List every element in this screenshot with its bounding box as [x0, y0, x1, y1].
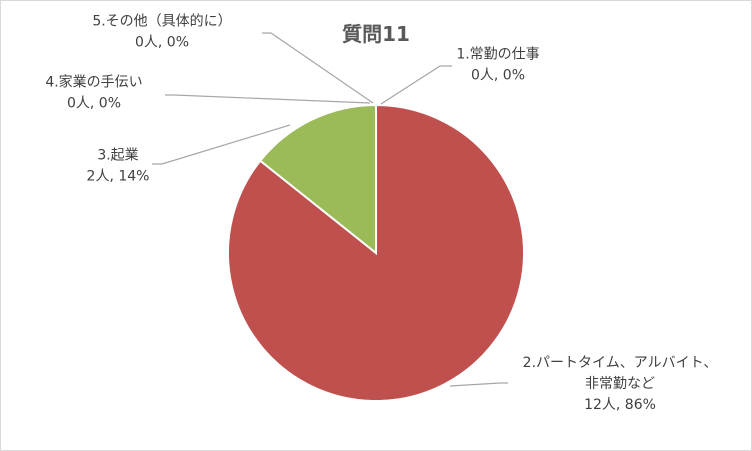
leader-line [380, 65, 452, 105]
leader-lines [152, 32, 508, 387]
data-label-line: 非常勤など [585, 376, 655, 392]
data-label-line: 12人, 86% [584, 397, 656, 413]
data-label-line: 5.その他（具体的に） [92, 14, 231, 30]
data-label-line: 0人, 0% [67, 96, 121, 112]
data-label-line: 2.パートタイム、アルバイト、 [523, 355, 718, 371]
data-label: 2.パートタイム、アルバイト、非常勤など 12人, 86% [523, 355, 718, 413]
data-label-line: 2人, 14% [87, 169, 150, 185]
leader-line [165, 94, 371, 104]
data-labels: 1.常勤の仕事 0人, 0% 2.パートタイム、アルバイト、非常勤など 12人, 86… [45, 14, 717, 414]
data-label-line: 1.常勤の仕事 [456, 47, 539, 63]
data-label-line: 3.起業 [97, 148, 138, 164]
leader-line [262, 32, 374, 104]
data-label-line: 0人, 0% [135, 35, 189, 51]
data-label-line: 0人, 0% [471, 68, 525, 84]
pie-slice [258, 103, 377, 256]
data-label: 5.その他（具体的に） 0人, 0% [92, 14, 231, 51]
leader-line [449, 382, 508, 387]
data-label: 3.起業 2人, 14% [87, 148, 150, 185]
data-label-line: 4.家業の手伝い [45, 74, 142, 91]
pie-slices [227, 103, 525, 402]
leader-line [152, 124, 291, 165]
data-label: 4.家業の手伝い 0人, 0% [45, 74, 142, 112]
chart-title: 質問11 [342, 22, 410, 46]
data-label: 1.常勤の仕事 0人, 0% [456, 47, 539, 84]
